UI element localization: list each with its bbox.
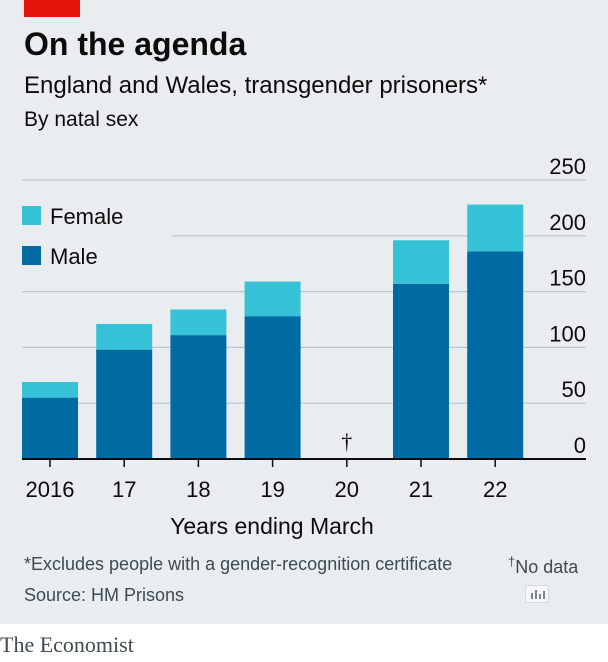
- bar-male: [467, 251, 524, 459]
- bar-female: [22, 381, 78, 398]
- y-tick-label: 100: [549, 321, 586, 346]
- x-tick-label: 19: [260, 477, 284, 502]
- x-tick-label: 18: [186, 477, 210, 502]
- bar-male: [96, 349, 153, 459]
- legend-label-male: Male: [50, 244, 98, 269]
- chart-title: On the agenda: [24, 26, 247, 62]
- legend-swatch-male: [22, 246, 41, 265]
- no-data-symbol: †: [508, 554, 516, 569]
- y-tick-label: 0: [574, 433, 586, 458]
- chart-subsubtitle: By natal sex: [24, 108, 139, 131]
- bar-male: [244, 316, 301, 459]
- brand-red-tag: [24, 0, 80, 17]
- brand-wordmark: The Economist: [0, 632, 134, 657]
- bar-female: [393, 240, 449, 284]
- legend-swatch-female: [22, 206, 41, 225]
- bar-female: [467, 204, 524, 252]
- chart-panel: On the agenda England and Wales, transge…: [0, 0, 608, 624]
- no-data-note: †No data: [508, 554, 578, 578]
- source-note: Source: HM Prisons: [24, 585, 185, 605]
- no-data-marker: †: [341, 429, 352, 454]
- bar-female: [170, 309, 227, 336]
- x-tick-label: 17: [112, 477, 136, 502]
- x-axis-title: Years ending March: [170, 513, 374, 539]
- stacked-bar-chart: 0 50 100 150 200 250 2016 17 18 19 † 20 21 22 Years en…: [22, 154, 586, 539]
- bar-male: [22, 397, 78, 459]
- chart-badge-icon: [525, 585, 549, 603]
- x-tick-label: 20: [335, 477, 359, 502]
- x-tick-label: 22: [483, 477, 507, 502]
- bar-male: [393, 283, 449, 459]
- y-tick-label: 250: [549, 154, 586, 179]
- y-tick-label: 200: [549, 210, 586, 235]
- bar-female: [244, 281, 301, 317]
- footnote: *Excludes people with a gender-recogniti…: [24, 554, 453, 574]
- no-data-text: No data: [515, 557, 579, 577]
- chart-subtitle: England and Wales, transgender prisoners…: [24, 72, 488, 99]
- y-tick-label: 150: [549, 266, 586, 291]
- legend-label-female: Female: [50, 204, 123, 229]
- bar-male: [170, 335, 227, 459]
- bar-female: [96, 323, 153, 350]
- x-tick-label: 2016: [26, 477, 75, 502]
- x-tick-label: 21: [409, 477, 433, 502]
- y-tick-label: 50: [562, 377, 586, 402]
